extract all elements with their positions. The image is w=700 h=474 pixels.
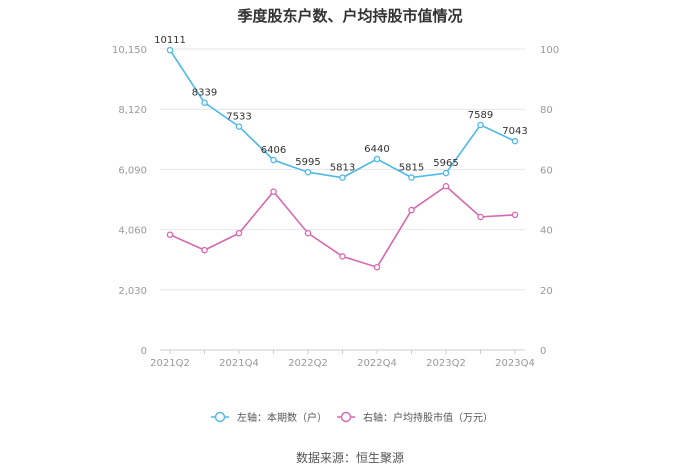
holders-count-point: [477, 121, 484, 129]
avg-holding-value-point: [511, 211, 519, 219]
data-label: 5965: [433, 158, 458, 169]
holders-count-point: [166, 46, 174, 54]
avg-holding-value-point: [166, 231, 174, 238]
legend-avg-holding-value-label: 右轴：户均持股市值（万元）: [363, 411, 493, 424]
holders-count-point: [408, 174, 415, 181]
avg-holding-value-point: [235, 229, 243, 237]
data-label: 7043: [502, 126, 527, 137]
left-axis-tick-label: 0: [141, 346, 147, 357]
right-axis-tick-label: 20: [540, 286, 553, 297]
right-axis-tick-label: 100: [540, 45, 559, 56]
right-axis-tick-label: 40: [540, 226, 553, 237]
holders-count-line: [169, 49, 516, 179]
avg-holding-value-point: [442, 183, 450, 190]
holders-count-point: [304, 168, 312, 176]
avg-holding-value-point: [201, 246, 208, 254]
holders-count-point: [270, 156, 277, 164]
x-axis-tick-label: 2022Q2: [288, 358, 328, 369]
data-label: 7589: [468, 110, 493, 121]
chart-title: 季度股东户数、户均持股市值情况: [237, 7, 463, 25]
legend-holders-count-marker: [214, 411, 226, 423]
holders-count-point: [201, 99, 208, 106]
left-axis-tick-label: 6,090: [118, 165, 147, 176]
data-label: 7533: [226, 112, 251, 123]
avg-holding-value-point: [304, 229, 312, 237]
data-label: 5813: [330, 163, 355, 174]
holders-count-point: [442, 169, 450, 177]
left-axis-tick-label: 2,030: [118, 286, 147, 297]
holders-count-point: [339, 174, 346, 181]
x-axis-tick-label: 2023Q2: [426, 358, 466, 369]
x-axis-tick-label: 2021Q4: [219, 358, 259, 369]
right-axis-tick-label: 60: [540, 165, 553, 176]
data-label: 6406: [261, 145, 286, 156]
legend-avg-holding-value-marker: [340, 411, 352, 423]
left-axis-tick-label: 4,060: [118, 226, 147, 237]
avg-holding-value-point: [339, 253, 346, 260]
data-label: 10111: [154, 35, 186, 46]
legend-holders-count-label: 左轴：本期数（户）: [237, 411, 327, 424]
data-label: 6440: [364, 144, 389, 155]
avg-holding-value-point: [408, 206, 415, 214]
data-label: 8339: [192, 88, 217, 99]
holders-count-point: [235, 123, 243, 130]
holders-count-point: [511, 137, 519, 145]
x-axis-tick-label: 2021Q2: [150, 358, 190, 369]
data-label: 5815: [399, 163, 424, 174]
data-source: 数据来源：恒生聚源: [295, 451, 404, 465]
holders-count-point: [373, 155, 381, 163]
right-axis-tick-label: 80: [540, 105, 553, 116]
left-axis-tick-label: 8,120: [118, 105, 147, 116]
avg-holding-value-point: [270, 188, 277, 195]
data-label: 5995: [295, 157, 320, 168]
x-axis-tick-label: 2022Q4: [357, 358, 397, 369]
left-axis-tick-label: 10,150: [112, 45, 147, 56]
avg-holding-value-point: [373, 263, 381, 271]
x-axis-tick-label: 2023Q4: [495, 358, 535, 369]
right-axis-tick-label: 0: [540, 346, 546, 357]
avg-holding-value-point: [477, 213, 484, 221]
